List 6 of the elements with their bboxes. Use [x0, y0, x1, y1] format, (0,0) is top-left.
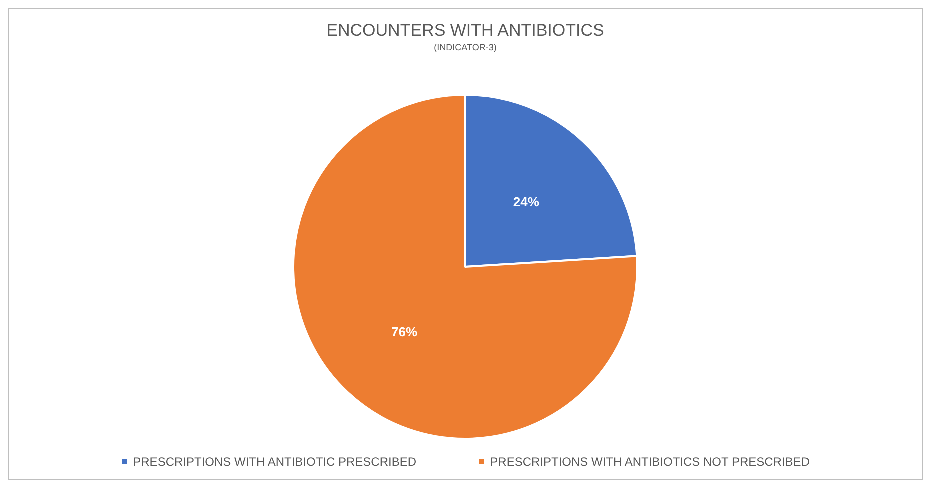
chart-subtitle: (INDICATOR-3): [434, 42, 497, 52]
chart-title: ENCOUNTERS WITH ANTIBIOTICS: [326, 21, 604, 40]
data-label: 76%: [392, 324, 418, 340]
legend-label: PRESCRIPTIONS WITH ANTIBIOTIC PRESCRIBED: [133, 455, 417, 469]
data-label: 24%: [513, 194, 540, 210]
legend-label: PRESCRIPTIONS WITH ANTIBIOTICS NOT PRESCRIBED: [490, 455, 810, 469]
